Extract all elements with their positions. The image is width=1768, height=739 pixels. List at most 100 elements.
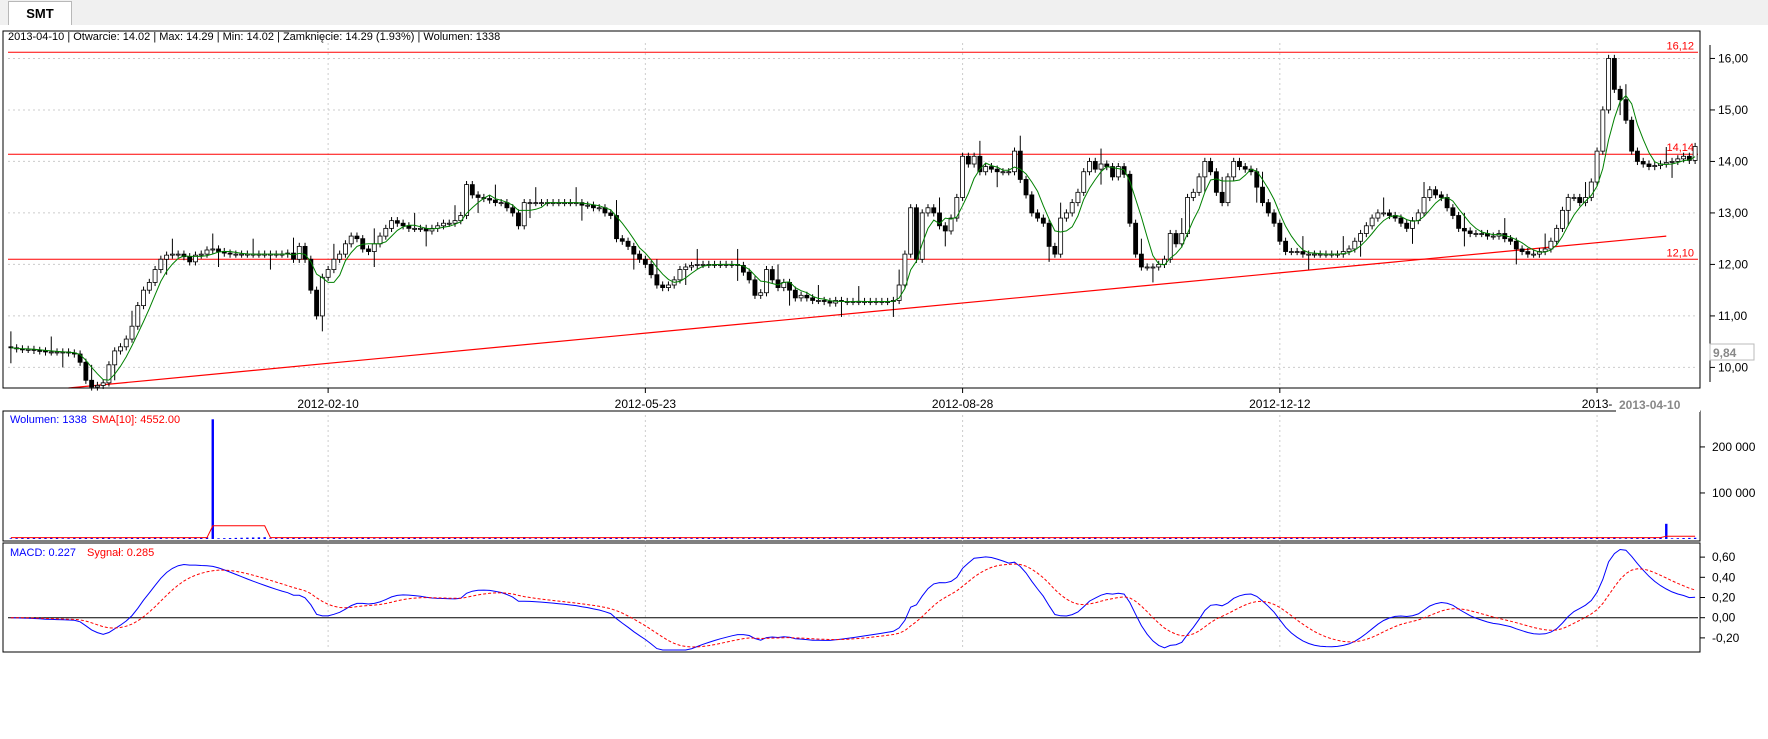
candle[interactable] xyxy=(810,297,816,301)
support-trendline[interactable] xyxy=(68,235,1667,389)
candle[interactable] xyxy=(400,222,406,227)
candle[interactable] xyxy=(631,245,637,255)
candle[interactable] xyxy=(1352,240,1358,250)
candle[interactable] xyxy=(123,338,129,348)
candle[interactable] xyxy=(487,198,493,201)
candle[interactable] xyxy=(210,248,216,251)
candle[interactable] xyxy=(758,292,764,296)
candle[interactable] xyxy=(1433,189,1438,196)
candle[interactable] xyxy=(1058,217,1064,255)
candle[interactable] xyxy=(1623,99,1629,121)
candle[interactable] xyxy=(1150,266,1156,269)
candle[interactable] xyxy=(1213,171,1219,193)
candle[interactable] xyxy=(1006,171,1012,174)
candle[interactable] xyxy=(1381,212,1387,215)
candle[interactable] xyxy=(937,212,942,227)
candle[interactable] xyxy=(591,204,596,209)
candle[interactable] xyxy=(1588,181,1594,198)
candle[interactable] xyxy=(1646,163,1652,167)
candle[interactable] xyxy=(77,353,83,363)
candle[interactable] xyxy=(908,207,914,255)
candle[interactable] xyxy=(1040,217,1046,224)
candle[interactable] xyxy=(54,351,60,354)
candle[interactable] xyxy=(960,155,966,198)
candle[interactable] xyxy=(129,325,135,340)
candle[interactable] xyxy=(1363,225,1369,234)
candle[interactable] xyxy=(216,248,221,252)
candle[interactable] xyxy=(660,284,666,288)
candle[interactable] xyxy=(1208,161,1214,173)
candle[interactable] xyxy=(637,253,643,260)
candle[interactable] xyxy=(1548,240,1554,250)
candle[interactable] xyxy=(1404,222,1410,229)
candle[interactable] xyxy=(1069,202,1075,214)
candle[interactable] xyxy=(1675,158,1681,162)
candle[interactable] xyxy=(296,245,302,260)
candle[interactable] xyxy=(1375,212,1381,219)
candle[interactable] xyxy=(452,220,458,224)
candle[interactable] xyxy=(1427,189,1433,198)
candle[interactable] xyxy=(1473,233,1479,235)
candle[interactable] xyxy=(1583,197,1588,204)
candle[interactable] xyxy=(1410,220,1415,229)
candle[interactable] xyxy=(314,289,320,317)
candle[interactable] xyxy=(1669,161,1675,163)
candle[interactable] xyxy=(492,199,498,204)
candle[interactable] xyxy=(914,207,919,260)
candle[interactable] xyxy=(1312,253,1317,256)
candle[interactable] xyxy=(331,258,337,270)
candle[interactable] xyxy=(1179,233,1185,245)
candle[interactable] xyxy=(700,264,706,266)
horizontal-lines[interactable]: 16,12 14,14 12,10 xyxy=(8,40,1698,260)
candle[interactable] xyxy=(1369,217,1375,227)
candle[interactable] xyxy=(1277,222,1283,242)
candle[interactable] xyxy=(371,243,377,252)
candle[interactable] xyxy=(1133,222,1139,255)
candle[interactable] xyxy=(533,202,539,205)
candle[interactable] xyxy=(1288,251,1294,253)
candle[interactable] xyxy=(1519,248,1525,252)
candle[interactable] xyxy=(1283,240,1289,252)
candle[interactable] xyxy=(1560,209,1565,229)
candle[interactable] xyxy=(1017,150,1023,180)
candle[interactable] xyxy=(43,350,48,353)
candle[interactable] xyxy=(896,284,902,301)
candle[interactable] xyxy=(666,284,671,288)
candle[interactable] xyxy=(792,289,798,299)
candle[interactable] xyxy=(348,235,354,245)
candle[interactable] xyxy=(158,258,164,270)
candle[interactable] xyxy=(94,385,100,388)
candle[interactable] xyxy=(948,217,954,232)
candle[interactable] xyxy=(942,225,948,232)
candle[interactable] xyxy=(412,227,418,230)
candle[interactable] xyxy=(677,269,683,281)
candle[interactable] xyxy=(1035,212,1040,219)
candle[interactable] xyxy=(1075,191,1081,204)
candle[interactable] xyxy=(204,249,210,255)
candle[interactable] xyxy=(193,254,198,263)
candle[interactable] xyxy=(527,202,533,205)
candle[interactable] xyxy=(694,264,700,266)
candle[interactable] xyxy=(1635,150,1640,162)
candle[interactable] xyxy=(1173,233,1179,245)
candle[interactable] xyxy=(1600,109,1606,152)
candle[interactable] xyxy=(1565,197,1571,211)
candle[interactable] xyxy=(1023,179,1029,196)
candle[interactable] xyxy=(764,269,769,294)
candle[interactable] xyxy=(521,202,527,227)
candle[interactable] xyxy=(821,300,827,302)
candle[interactable] xyxy=(642,258,648,265)
tab-smt[interactable]: SMT xyxy=(8,1,72,26)
candle[interactable] xyxy=(169,253,175,256)
candle[interactable] xyxy=(1450,207,1456,216)
candle[interactable] xyxy=(89,379,95,388)
candle[interactable] xyxy=(1467,230,1473,234)
candle[interactable] xyxy=(983,166,989,173)
candle[interactable] xyxy=(291,252,296,260)
candles[interactable] xyxy=(8,54,1698,391)
candle[interactable] xyxy=(1594,150,1600,183)
candle[interactable] xyxy=(1444,197,1450,209)
candle[interactable] xyxy=(1508,238,1513,242)
candle[interactable] xyxy=(343,243,348,255)
candle[interactable] xyxy=(1513,240,1519,250)
